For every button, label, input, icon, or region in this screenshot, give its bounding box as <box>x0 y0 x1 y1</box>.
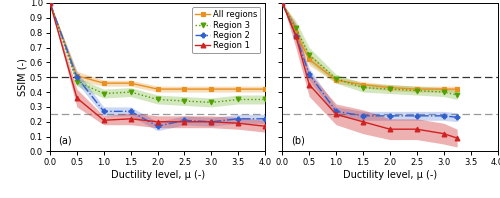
Legend: All regions, Region 3, Region 2, Region 1: All regions, Region 3, Region 2, Region … <box>192 7 260 53</box>
Y-axis label: SSIM (-): SSIM (-) <box>17 58 27 96</box>
X-axis label: Ductility level, μ (-): Ductility level, μ (-) <box>110 170 204 180</box>
Text: (a): (a) <box>58 135 72 146</box>
X-axis label: Ductility level, μ (-): Ductility level, μ (-) <box>343 170 437 180</box>
Text: (b): (b) <box>291 135 305 146</box>
